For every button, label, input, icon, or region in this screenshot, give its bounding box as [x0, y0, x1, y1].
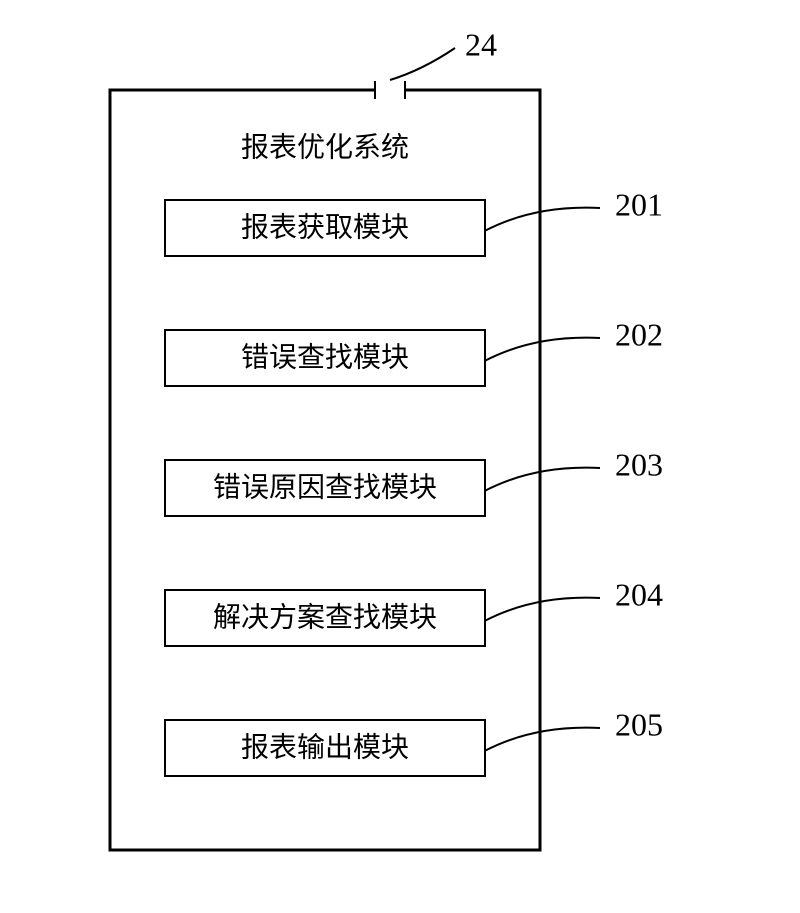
module-label: 报表输出模块 — [241, 731, 409, 763]
outer-ref-leader — [390, 48, 455, 80]
module-label: 错误原因查找模块 — [213, 471, 437, 503]
module-label: 错误查找模块 — [241, 341, 409, 373]
module-label: 解决方案查找模块 — [213, 601, 437, 633]
system-title: 报表优化系统 — [241, 131, 409, 163]
module-ref-leader — [485, 208, 600, 231]
module-ref-label: 202 — [615, 316, 663, 352]
module-ref-label: 204 — [615, 576, 663, 612]
module-ref-label: 201 — [615, 186, 663, 222]
module-label: 报表获取模块 — [241, 211, 409, 243]
module-ref-leader — [485, 728, 600, 751]
module-ref-label: 205 — [615, 706, 663, 742]
outer-ref-label: 24 — [465, 26, 497, 62]
module-ref-leader — [485, 468, 600, 491]
module-ref-label: 203 — [615, 446, 663, 482]
module-ref-leader — [485, 598, 600, 621]
module-ref-leader — [485, 338, 600, 361]
